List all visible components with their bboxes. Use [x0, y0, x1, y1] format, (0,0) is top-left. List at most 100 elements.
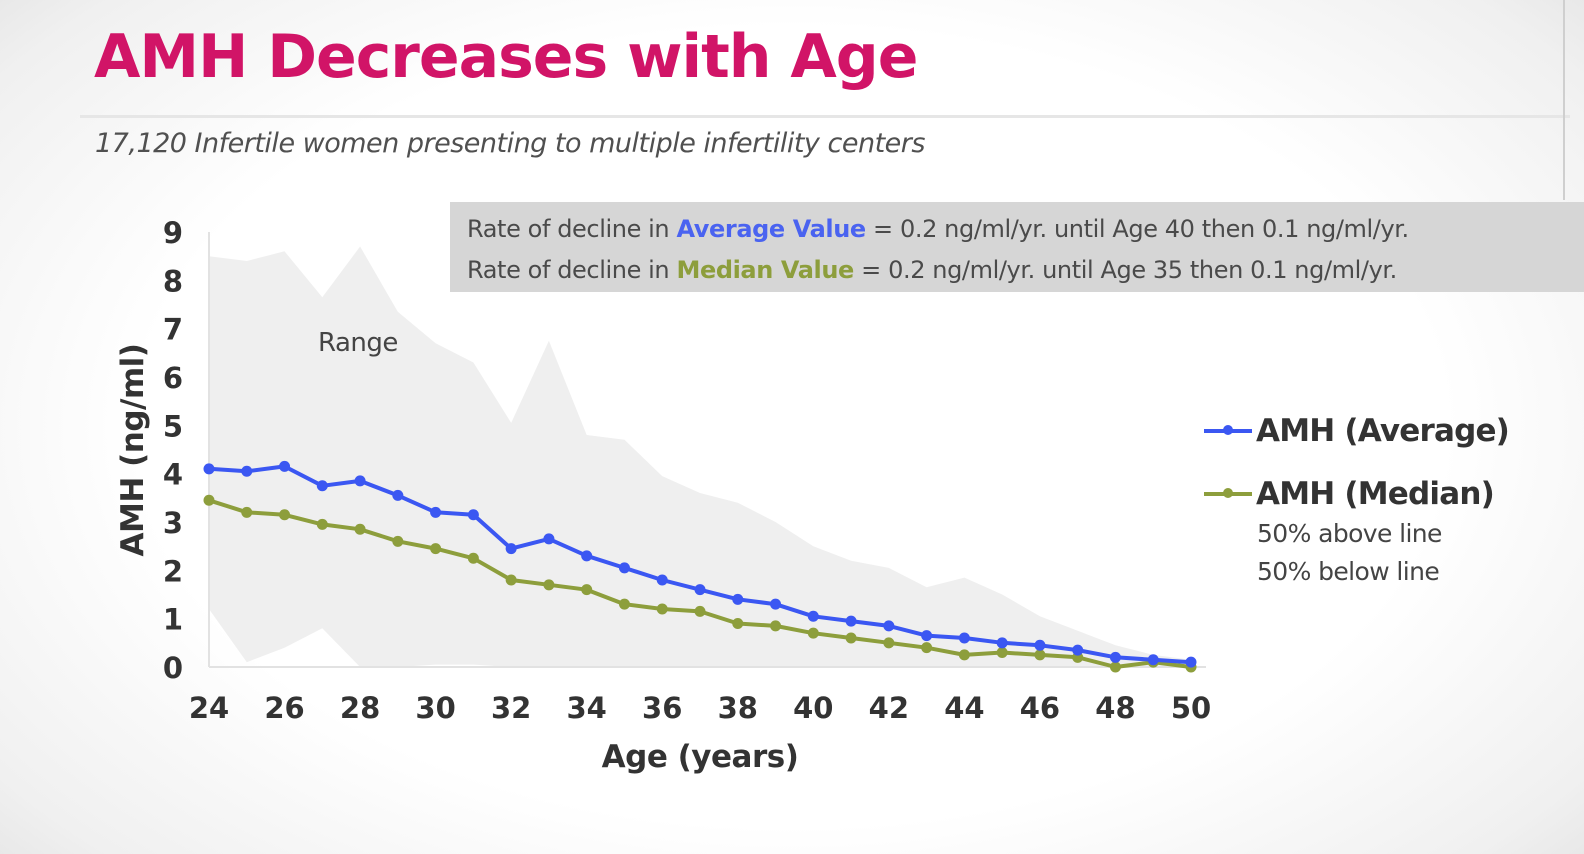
median-point	[1034, 649, 1046, 661]
x-tick-label: 38	[718, 691, 758, 725]
average-point	[467, 509, 479, 521]
median-point	[203, 494, 215, 506]
median-point	[581, 584, 593, 596]
average-point	[618, 562, 630, 574]
median-rate-line: Rate of decline in Median Value = 0.2 ng…	[467, 250, 1584, 291]
median-rate-prefix: Rate of decline in	[467, 256, 677, 284]
y-axis-label: AMH (ng/ml)	[115, 343, 151, 557]
y-tick-label: 3	[163, 506, 183, 540]
average-point	[316, 480, 328, 492]
median-point	[467, 552, 479, 564]
median-point	[505, 574, 517, 586]
chart-legend: AMH (Average) AMH (Median) 50% above lin…	[1204, 410, 1510, 591]
average-point	[732, 593, 744, 605]
median-point	[279, 509, 291, 521]
x-tick-label: 50	[1171, 691, 1211, 725]
y-tick-label: 6	[163, 361, 183, 395]
average-series	[203, 460, 1197, 668]
average-point	[845, 615, 857, 627]
y-tick-label: 4	[163, 458, 183, 492]
average-point	[581, 550, 593, 562]
median-point	[732, 618, 744, 629]
median-point	[543, 579, 555, 591]
average-point	[883, 620, 895, 632]
median-point	[618, 598, 630, 610]
y-tick-label: 0	[163, 651, 183, 685]
legend-average: AMH (Average)	[1204, 410, 1510, 452]
x-tick-label: 30	[415, 691, 455, 725]
median-point	[770, 620, 782, 632]
average-point	[203, 463, 215, 475]
x-tick-label: 42	[869, 691, 909, 725]
x-tick-label: 28	[340, 691, 380, 725]
y-tick-label: 9	[163, 216, 183, 250]
median-point	[316, 518, 328, 530]
x-tick-label: 34	[567, 691, 607, 725]
frame-edge	[1563, 0, 1565, 200]
average-point	[770, 598, 782, 610]
median-point	[996, 647, 1008, 658]
x-tick-label: 46	[1020, 691, 1060, 725]
median-point	[354, 523, 366, 535]
average-point	[1034, 639, 1046, 651]
average-point	[505, 543, 517, 555]
median-point	[1109, 661, 1121, 673]
x-tick-label: 36	[642, 691, 682, 725]
median-rate-suffix: = 0.2 ng/ml/yr. until Age 35 then 0.1 ng…	[853, 256, 1397, 284]
average-point	[543, 533, 555, 545]
average-point	[430, 506, 442, 518]
average-rate-suffix: = 0.2 ng/ml/yr. until Age 40 then 0.1 ng…	[865, 215, 1409, 243]
y-tick-label: 7	[163, 313, 183, 347]
average-point	[996, 637, 1008, 649]
median-note-above: 50% above line	[1257, 519, 1442, 548]
average-point	[921, 630, 933, 642]
x-tick-label: 32	[491, 691, 531, 725]
average-point	[656, 574, 668, 586]
average-point	[1109, 651, 1121, 663]
median-note-below: 50% below line	[1257, 557, 1440, 586]
average-point	[694, 584, 706, 596]
median-point	[807, 627, 819, 639]
x-tick-label: 48	[1095, 691, 1135, 725]
median-series	[203, 494, 1197, 673]
x-tick-labels: 24 26 28 30 32 34 36 38 40 42 44 46 48 50	[189, 691, 1211, 725]
average-point	[1147, 654, 1159, 666]
legend-median: AMH (Median)	[1204, 473, 1509, 515]
range-area	[209, 246, 1191, 667]
legend-median-swatch	[1204, 488, 1252, 498]
median-point	[845, 632, 857, 644]
x-tick-label: 26	[264, 691, 304, 725]
x-tick-label: 24	[189, 691, 229, 725]
median-value-keyword: Median Value	[676, 256, 854, 284]
range-label: Range	[318, 328, 398, 358]
median-point	[392, 535, 404, 547]
median-point	[656, 603, 668, 615]
y-tick-label: 1	[163, 603, 183, 637]
y-tick-label: 8	[163, 264, 183, 298]
x-tick-label: 44	[944, 691, 984, 725]
median-point	[958, 649, 970, 661]
decline-rate-box: Rate of decline in Average Value = 0.2 n…	[450, 202, 1584, 292]
average-rate-prefix: Rate of decline in	[467, 215, 677, 243]
median-point	[694, 605, 706, 617]
y-tick-label: 5	[163, 409, 183, 443]
average-point	[1072, 644, 1084, 656]
median-point	[921, 642, 933, 654]
average-point	[958, 632, 970, 644]
average-rate-line: Rate of decline in Average Value = 0.2 n…	[467, 209, 1584, 250]
average-value-keyword: Average Value	[676, 215, 866, 243]
x-axis-label: Age (years)	[601, 739, 799, 775]
average-point	[1185, 656, 1197, 668]
legend-average-swatch	[1204, 425, 1252, 435]
median-point	[241, 506, 253, 518]
median-point	[883, 637, 895, 649]
legend-median-label: AMH (Median)	[1256, 476, 1495, 512]
median-point	[430, 543, 442, 555]
average-point	[279, 460, 291, 472]
average-point	[354, 475, 366, 487]
average-point	[392, 489, 404, 501]
subtitle: 17,120 Infertile women presenting to mul…	[95, 128, 925, 159]
legend-average-label: AMH (Average)	[1256, 413, 1510, 449]
x-tick-label: 40	[793, 691, 833, 725]
